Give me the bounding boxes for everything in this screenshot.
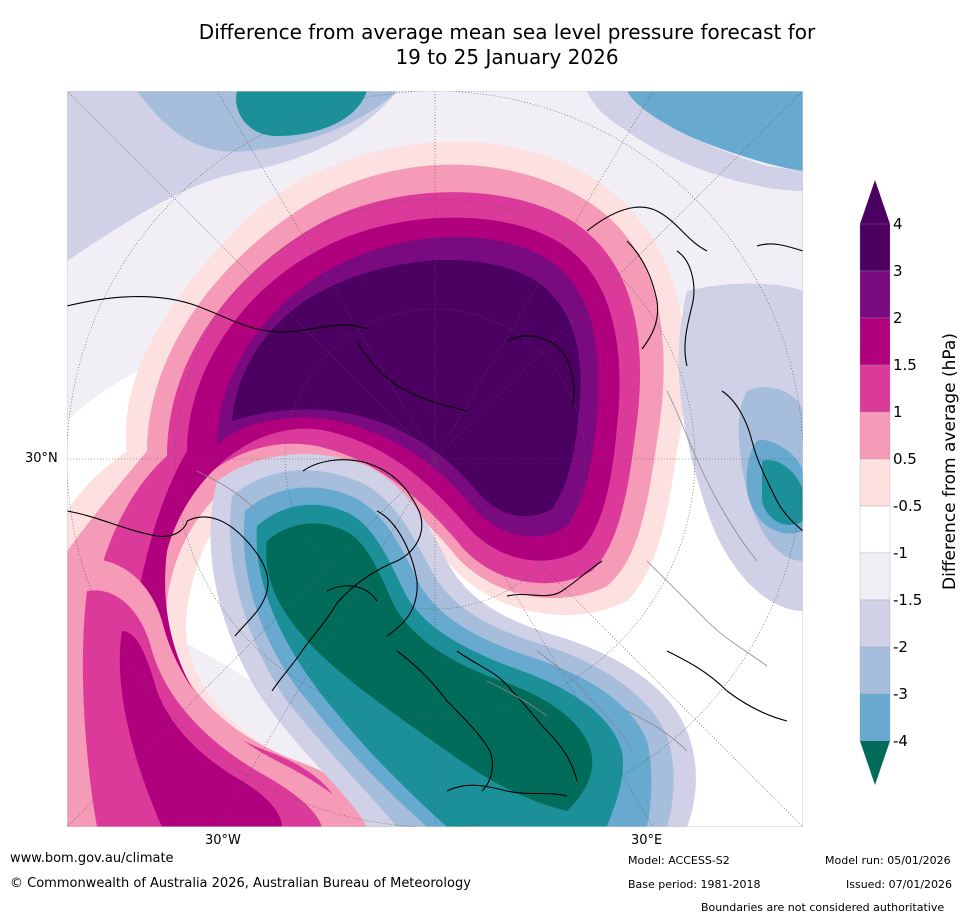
colorbar-band — [859, 693, 891, 742]
map-title-line-2: 19 to 25 January 2026 — [395, 45, 619, 69]
colorbar-band — [859, 505, 891, 554]
colorbar-band — [859, 646, 891, 695]
anomaly-top-right-blue — [627, 91, 803, 171]
colorbar-band — [859, 411, 891, 460]
colorbar-band — [859, 223, 891, 272]
colorbar-tick-label: 0.5 — [893, 450, 917, 468]
colorbar-tick-label: -4 — [893, 732, 908, 750]
colorbar-band — [859, 317, 891, 366]
anomaly-top-right-lavender — [587, 91, 803, 191]
pressure-anomaly-map — [67, 91, 803, 827]
colorbar-tick-label: -3 — [893, 685, 908, 703]
graticule — [67, 91, 803, 827]
footer-url[interactable]: www.bom.gov.au/climate — [10, 851, 174, 866]
colorbar — [859, 180, 891, 785]
anomaly-positive-max — [232, 259, 581, 517]
colorbar-extend-high — [860, 180, 890, 224]
colorbar-band — [859, 364, 891, 413]
country-borders — [196, 390, 768, 752]
colorbar-tick-label: -1 — [893, 544, 908, 562]
coastlines — [67, 206, 803, 797]
colorbar-band — [859, 552, 891, 601]
colorbar-extend-low — [860, 741, 890, 785]
colorbar-band — [859, 458, 891, 507]
colorbar-tick-label: 1.5 — [893, 356, 917, 374]
colorbar-tick-label: -1.5 — [893, 591, 923, 609]
footer-disclaimer: Boundaries are not considered authoritat… — [701, 901, 945, 914]
anomaly-east-teal — [762, 460, 803, 525]
anomaly-negative-min — [266, 523, 593, 811]
map-title-line-1: Difference from average mean sea level p… — [198, 20, 816, 44]
colorbar-band — [859, 599, 891, 648]
colorbar-tick-label: 4 — [893, 215, 903, 233]
colorbar-tick-label: 1 — [893, 403, 903, 421]
anomaly-southwest-positive-max — [119, 631, 283, 827]
map-title: Difference from average mean sea level p… — [0, 20, 965, 70]
anomaly-top-teal — [236, 91, 367, 136]
footer-base-period: Base period: 1981-2018 — [628, 878, 761, 891]
colorbar-tick-label: -2 — [893, 638, 908, 656]
footer-model: Model: ACCESS-S2 — [628, 854, 730, 867]
colorbar-tick-label: -0.5 — [893, 497, 923, 515]
lat-label-30n: 30°N — [25, 451, 58, 466]
footer-model-run: Model run: 05/01/2026 — [825, 854, 951, 867]
colorbar-title: Difference from average (hPa) — [940, 333, 960, 590]
colorbar-tick-label: 2 — [893, 309, 903, 327]
lon-label-30w: 30°W — [205, 833, 241, 848]
colorbar-band — [859, 270, 891, 319]
footer-copyright: © Commonwealth of Australia 2026, Austra… — [10, 876, 471, 891]
footer-issued: Issued: 07/01/2026 — [846, 878, 953, 891]
colorbar-tick-label: 3 — [893, 262, 903, 280]
lon-label-30e: 30°E — [631, 833, 663, 848]
